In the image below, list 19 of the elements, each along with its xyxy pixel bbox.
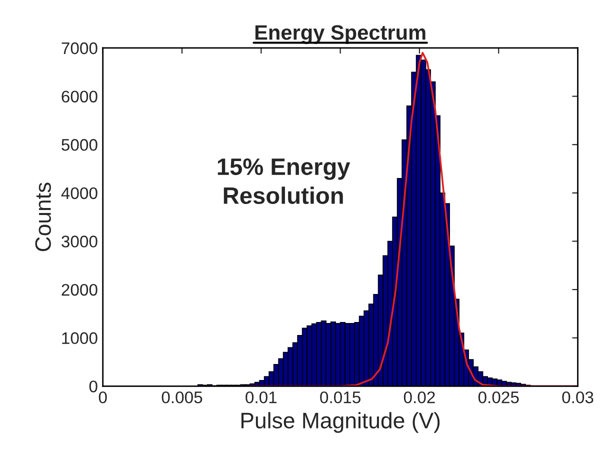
y-tick-label: 3000 [62, 236, 98, 248]
y-tick-label: 6000 [62, 90, 98, 102]
x-tick-label: 0.01 [246, 391, 277, 404]
x-tick-label: 0.02 [404, 391, 435, 404]
y-tick-label: 4000 [61, 187, 98, 200]
y-axis-title: Counts [35, 182, 51, 252]
x-tick-label: 0 [98, 391, 107, 404]
y-tick-label: 7000 [62, 42, 98, 54]
y-tick-label: 2000 [62, 284, 98, 296]
x-tick-label: 0.005 [162, 391, 202, 404]
x-axis-title: Pulse Magnitude (V) [241, 412, 440, 433]
chart-title: Energy Spectrum [255, 25, 426, 44]
y-tick-label: 5000 [62, 139, 98, 151]
x-tick-label: 0.03 [562, 391, 594, 404]
y-tick-label: 0 [89, 380, 98, 392]
x-tick-label: 0.025 [478, 391, 519, 404]
y-tick-label: 1000 [62, 332, 98, 344]
annotation: 15% Energy Resolution [218, 158, 350, 204]
x-tick-label: 0.015 [320, 391, 360, 404]
